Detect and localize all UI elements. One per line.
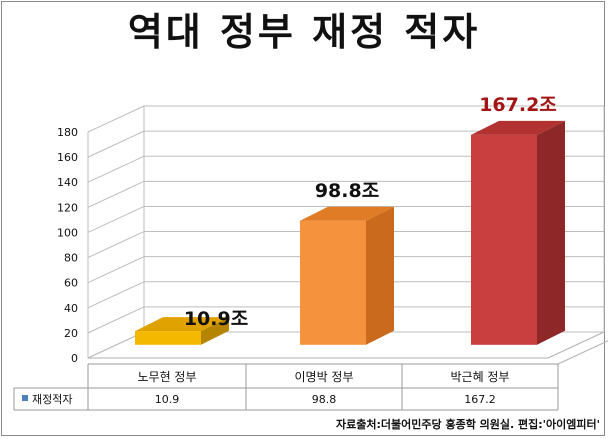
table-value: 167.2 (464, 393, 496, 406)
y-tick-label: 180 (57, 126, 78, 139)
bar-side (201, 317, 229, 345)
y-tick-label: 20 (64, 327, 78, 340)
bar (471, 134, 537, 345)
data-label: 98.8조 (315, 180, 379, 202)
gridline-diagonal (87, 256, 145, 284)
legend-marker (22, 395, 28, 401)
y-tick-label: 100 (57, 226, 78, 239)
category-label: 노무현 정부 (137, 370, 196, 384)
bar-side (537, 120, 565, 345)
bar-top (471, 120, 565, 135)
y-tick-label: 120 (57, 201, 78, 214)
y-tick-label: 40 (64, 302, 78, 315)
gridline-diagonal (87, 180, 145, 208)
gridline-diagonal (87, 281, 145, 309)
bar (300, 220, 366, 345)
bar (135, 331, 201, 345)
chart-title: 역대 정부 재정 적자 (127, 10, 481, 54)
category-label: 이명박 정부 (294, 370, 353, 384)
gridline-diagonal (87, 231, 145, 259)
category-label: 박근혜 정부 (450, 370, 509, 384)
y-tick-label: 0 (71, 352, 78, 365)
bar-side (366, 206, 394, 345)
gridline-diagonal (87, 155, 145, 183)
gridline-diagonal (87, 306, 145, 334)
source-note: 자료출처:더불어민주당 홍종학 의원실. 편집:'아이엠피터' (336, 418, 600, 431)
gridline-diagonal (87, 205, 145, 233)
y-tick-label: 60 (64, 277, 78, 290)
y-tick-label: 80 (64, 252, 78, 265)
floor-edge (557, 340, 608, 365)
gridline-diagonal (87, 105, 145, 133)
gridline-diagonal (87, 130, 145, 158)
y-tick-label: 160 (57, 151, 78, 164)
data-label: 167.2조 (479, 94, 557, 116)
data-label: 10.9조 (184, 308, 248, 330)
bar-top (300, 206, 394, 221)
legend-label: 재정적자 (32, 393, 72, 406)
bar-top (135, 317, 229, 332)
table-value: 10.9 (155, 393, 180, 406)
table-value: 98.8 (312, 393, 337, 406)
gridline-diagonal (87, 331, 145, 359)
y-tick-label: 140 (57, 176, 78, 189)
